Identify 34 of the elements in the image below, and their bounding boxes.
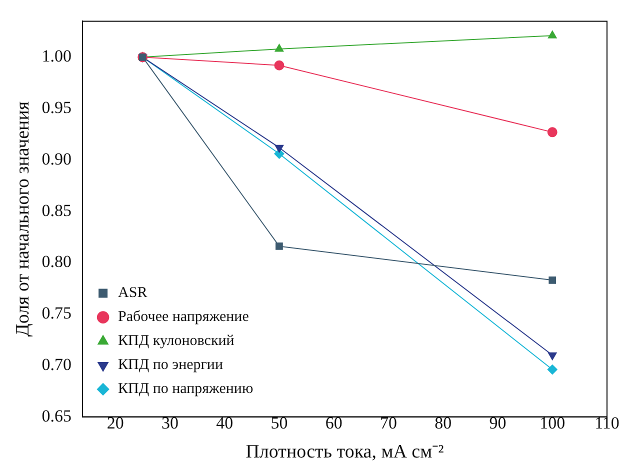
x-tick-label: 30 — [161, 413, 178, 432]
y-tick-label: 0.65 — [42, 406, 72, 426]
x-tick-label: 90 — [489, 413, 506, 432]
x-tick-label: 80 — [434, 413, 452, 432]
point — [274, 60, 284, 70]
point — [548, 276, 556, 284]
y-axis-title: Доля от начального значения — [12, 101, 34, 337]
legend-label: Рабочее напряжение — [118, 309, 250, 326]
x-axis-title: Плотность тока, мА см⁻² — [246, 442, 444, 463]
x-tick-label: 20 — [106, 413, 124, 432]
y-tick-label: 0.70 — [42, 354, 72, 374]
x-tick-label: 100 — [540, 413, 566, 432]
y-tick-label: 1.00 — [42, 46, 72, 66]
point — [548, 30, 557, 38]
y-tick-label: 0.75 — [42, 304, 72, 323]
point — [548, 352, 557, 360]
point — [274, 144, 284, 153]
x-tick-label: 50 — [270, 413, 288, 432]
legend-label: КПД кулоновский — [118, 333, 234, 350]
y-tick-label: 0.90 — [42, 149, 72, 168]
point — [547, 364, 558, 375]
y-tick-label: 0.80 — [42, 252, 72, 272]
x-tick-label: 60 — [325, 413, 342, 432]
legend-label: ASR — [118, 285, 148, 302]
x-tick-label: 40 — [216, 413, 234, 432]
point — [274, 44, 284, 52]
x-tick-label: 110 — [594, 413, 620, 432]
point — [547, 127, 558, 138]
y-tick-label: 0.95 — [42, 98, 72, 118]
x-tick-label: 70 — [380, 413, 397, 432]
legend-label: КПД по напряжению — [118, 381, 254, 398]
legend-label: КПД по энергии — [118, 357, 223, 374]
point — [276, 242, 283, 250]
y-tick-label: 0.85 — [42, 200, 72, 220]
